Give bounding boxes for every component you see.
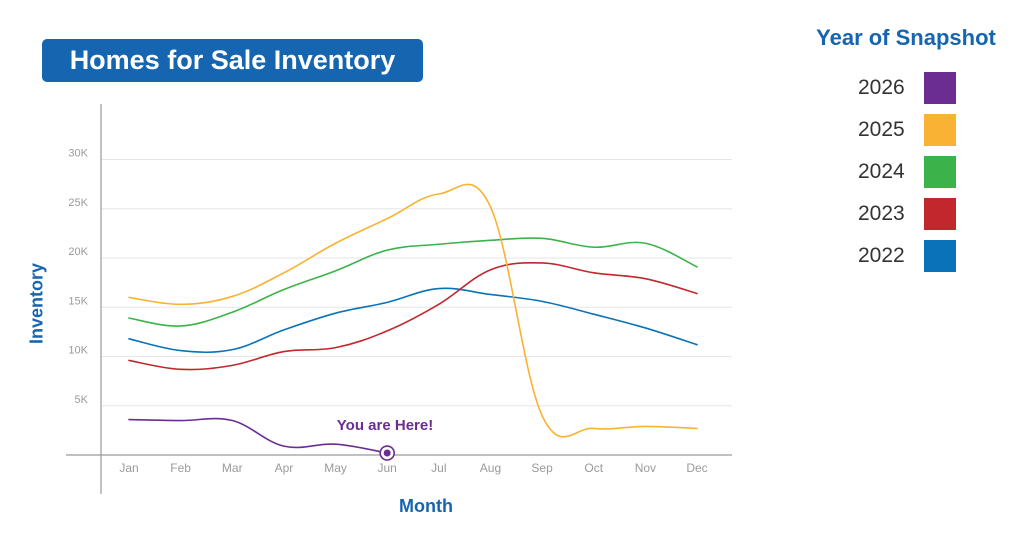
- x-tick-label: Oct: [584, 461, 603, 475]
- legend-swatch: [924, 156, 956, 188]
- y-tick-label: 20K: [68, 246, 88, 258]
- series-line-2022: [128, 287, 698, 354]
- y-tick-label: 15K: [68, 295, 88, 307]
- x-tick-label: Jul: [431, 461, 446, 475]
- x-tick-label: Apr: [275, 461, 294, 475]
- legend-item-2023: 2023: [850, 198, 960, 230]
- legend-swatch: [924, 72, 956, 104]
- legend-swatch: [924, 114, 956, 146]
- legend-label: 2024: [858, 160, 905, 183]
- x-tick-label: Feb: [170, 461, 191, 475]
- you-are-here-marker-dot: [383, 449, 391, 457]
- series-line-2023: [128, 261, 698, 371]
- legend-label: 2025: [858, 118, 905, 141]
- legend-swatch: [924, 198, 956, 230]
- x-tick-label: Dec: [686, 461, 707, 475]
- x-tick-label: Nov: [635, 461, 656, 475]
- x-tick-label: Jan: [119, 461, 138, 475]
- legend-item-2024: 2024: [850, 156, 960, 188]
- y-axis-title: Inventory: [26, 262, 47, 345]
- x-tick-label: May: [324, 461, 347, 475]
- y-tick-label: 5K: [75, 394, 89, 406]
- legend-swatch: [924, 240, 956, 272]
- legend-item-2026: 2026: [850, 72, 960, 104]
- legend-label: 2022: [858, 244, 905, 267]
- you-are-here-annotation: You are Here!: [336, 417, 434, 434]
- x-tick-label: Mar: [222, 461, 243, 475]
- chart-title: Homes for Sale Inventory: [42, 39, 423, 82]
- legend-label: 2023: [858, 202, 905, 225]
- x-tick-label: Jun: [378, 461, 397, 475]
- y-tick-label: 30K: [68, 148, 88, 160]
- legend-item-2025: 2025: [850, 114, 960, 146]
- y-tick-label: 25K: [68, 197, 88, 209]
- legend-item-2022: 2022: [850, 240, 960, 272]
- series-line-2025: [128, 183, 698, 438]
- x-tick-label: Sep: [531, 461, 553, 475]
- series-line-2026: [128, 417, 388, 454]
- x-tick-label: Aug: [480, 461, 501, 475]
- series-line-2024: [128, 237, 698, 327]
- legend-label: 2026: [858, 76, 905, 99]
- legend-title: Year of Snapshot: [816, 25, 996, 50]
- y-tick-label: 10K: [68, 345, 88, 357]
- x-axis-title: Month: [399, 496, 453, 516]
